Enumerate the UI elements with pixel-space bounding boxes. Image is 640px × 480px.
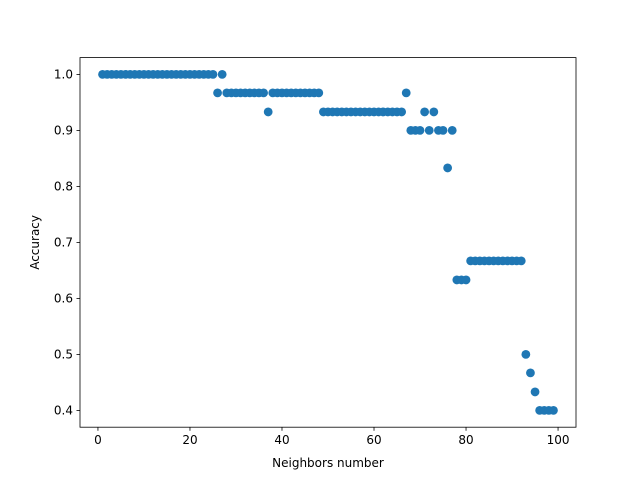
y-tick-label: 0.5 xyxy=(54,348,73,362)
x-axis-ticks: 0 20 40 60 80 100 xyxy=(94,427,570,447)
x-tick-label: 40 xyxy=(274,433,289,447)
data-point xyxy=(461,275,471,285)
data-point xyxy=(415,125,425,135)
data-point xyxy=(429,107,439,117)
x-tick-label: 60 xyxy=(366,433,381,447)
x-tick-label: 80 xyxy=(458,433,473,447)
y-tick-label: 0.4 xyxy=(54,404,73,418)
data-point xyxy=(208,70,218,79)
data-point xyxy=(521,350,531,359)
y-axis-ticks: 0.4 0.5 0.6 0.7 0.8 0.9 1.0 xyxy=(54,68,80,418)
data-point xyxy=(549,406,558,415)
x-tick-label: 100 xyxy=(547,433,570,447)
data-point xyxy=(420,107,430,117)
data-point xyxy=(263,107,273,117)
data-point xyxy=(438,125,448,135)
y-tick-label: 1.0 xyxy=(54,68,73,82)
data-point xyxy=(424,125,434,135)
data-point xyxy=(447,125,457,135)
data-point xyxy=(516,256,526,266)
x-tick-label: 0 xyxy=(94,433,102,447)
data-point xyxy=(530,387,540,397)
y-tick-label: 0.6 xyxy=(54,292,73,306)
x-tick-label: 20 xyxy=(182,433,197,447)
data-point xyxy=(217,70,227,79)
x-axis-label: Neighbors number xyxy=(272,456,384,470)
data-point xyxy=(213,88,222,98)
y-tick-label: 0.7 xyxy=(54,236,73,250)
y-tick-label: 0.9 xyxy=(54,124,73,138)
data-point xyxy=(259,88,268,98)
data-point xyxy=(443,163,453,173)
data-point xyxy=(314,88,324,98)
data-points xyxy=(98,70,558,415)
data-point xyxy=(397,107,407,117)
y-axis-label: Accuracy xyxy=(28,215,42,270)
y-tick-label: 0.8 xyxy=(54,180,73,194)
data-point xyxy=(526,368,535,378)
data-point xyxy=(401,88,411,98)
